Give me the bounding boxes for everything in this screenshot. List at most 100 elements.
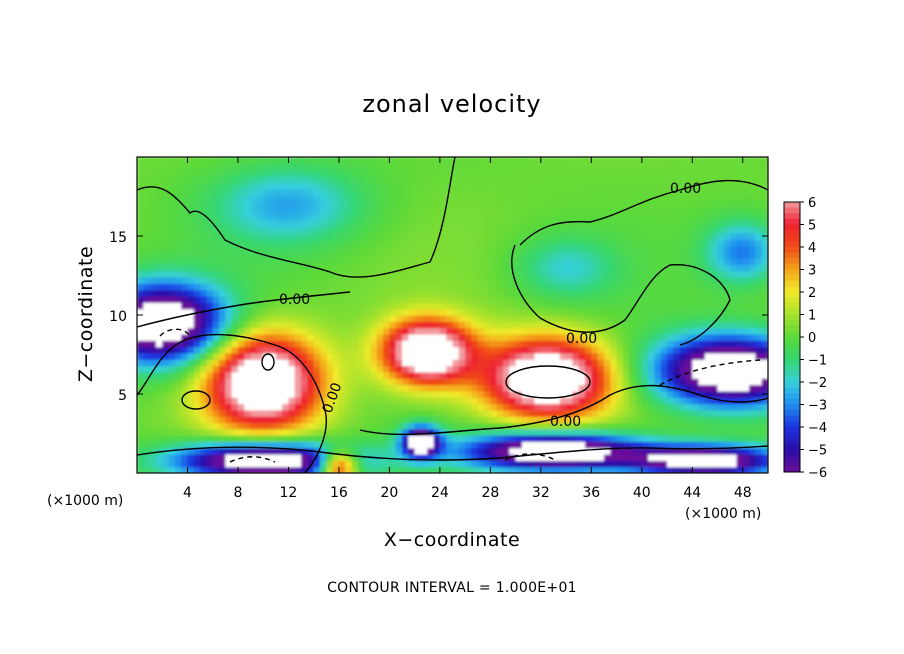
heat-cell — [534, 239, 542, 247]
heat-cell — [502, 435, 510, 442]
heat-cell — [294, 371, 302, 379]
heat-cell — [534, 169, 542, 177]
heat-cell — [364, 352, 372, 360]
heat-cell — [402, 264, 409, 272]
heat-cell — [338, 245, 346, 253]
heat-cell — [761, 340, 768, 348]
heat-cell — [282, 308, 290, 316]
heat-cell — [465, 182, 473, 190]
heat-cell — [641, 182, 649, 190]
heat-cell — [408, 308, 416, 316]
heat-cell — [149, 371, 157, 379]
heat-cell — [193, 239, 201, 247]
heat-cell — [301, 441, 308, 449]
heat-cell — [193, 321, 201, 329]
heat-cell — [641, 220, 649, 228]
heat-cell — [301, 182, 308, 190]
heat-cell — [622, 378, 630, 386]
heat-cell — [402, 454, 409, 461]
heat-cell — [446, 194, 454, 202]
heat-cell — [711, 157, 719, 164]
heat-cell — [534, 422, 542, 430]
heat-cell — [578, 359, 586, 367]
heat-cell — [168, 213, 176, 221]
chart-title: zonal velocity — [362, 90, 541, 118]
heat-cell — [357, 175, 365, 183]
heat-cell — [237, 378, 245, 386]
heat-cell — [433, 359, 441, 367]
heat-cell — [231, 251, 239, 259]
heat-cell — [187, 182, 195, 190]
heat-cell — [212, 333, 220, 341]
heat-cell — [237, 441, 245, 449]
heat-cell — [723, 226, 731, 234]
heat-cell — [200, 251, 208, 259]
heat-cell — [761, 258, 768, 266]
heat-cell — [237, 403, 245, 411]
heat-cell — [629, 428, 637, 436]
heat-cell — [641, 397, 649, 405]
heat-cell — [635, 302, 643, 310]
heat-cell — [282, 340, 290, 348]
heat-cell — [730, 327, 738, 335]
heat-cell — [244, 346, 252, 354]
heat-cell — [225, 201, 233, 209]
heat-cell — [534, 213, 542, 221]
heat-cell — [660, 302, 668, 310]
heat-cell — [534, 245, 542, 253]
heat-cell — [149, 365, 157, 373]
heat-cell — [452, 296, 460, 303]
heat-cell — [610, 384, 618, 392]
heat-cell — [263, 194, 271, 202]
heat-cell — [641, 201, 649, 209]
heat-cell — [540, 321, 548, 329]
heat-cell — [471, 352, 479, 360]
heat-cell — [704, 333, 712, 341]
heat-cell — [685, 403, 693, 411]
heat-cell — [761, 409, 768, 417]
heat-cell — [275, 258, 283, 266]
heat-cell — [319, 416, 327, 424]
heat-cell — [155, 245, 163, 253]
heat-cell — [692, 188, 700, 196]
heat-cell — [301, 296, 308, 303]
heat-cell — [326, 226, 334, 234]
heat-cell — [181, 220, 189, 228]
heat-cell — [446, 308, 454, 316]
heat-cell — [641, 302, 649, 310]
heat-cell — [742, 321, 750, 329]
heat-cell — [660, 220, 668, 228]
heat-cell — [427, 220, 435, 228]
heat-cell — [761, 308, 768, 316]
heat-cell — [250, 403, 258, 411]
heat-cell — [452, 384, 460, 392]
heat-cell — [282, 289, 290, 297]
heat-cell — [660, 390, 668, 398]
heat-cell — [237, 194, 245, 202]
heat-cell — [237, 447, 245, 455]
heat-cell — [502, 403, 510, 411]
heat-cell — [622, 277, 630, 284]
heat-cell — [477, 157, 485, 164]
heat-cell — [673, 460, 681, 468]
heat-cell — [736, 447, 744, 455]
heat-cell — [585, 245, 592, 253]
heat-cell — [446, 169, 454, 177]
heat-cell — [458, 175, 466, 183]
heat-cell — [338, 460, 346, 468]
heat-cell — [521, 371, 529, 379]
heat-cell — [635, 157, 643, 164]
heat-cell — [465, 207, 473, 215]
heat-cell — [742, 403, 750, 411]
heat-cell — [755, 308, 763, 316]
heat-cell — [736, 422, 744, 430]
heat-cell — [502, 333, 510, 341]
heat-cell — [263, 270, 271, 278]
heat-cell — [559, 397, 567, 405]
heat-cell — [553, 371, 561, 379]
heat-cell — [402, 175, 409, 183]
heat-cell — [597, 264, 605, 272]
heat-cell — [515, 454, 523, 461]
heat-cell — [559, 390, 567, 398]
heat-cell — [402, 441, 409, 449]
